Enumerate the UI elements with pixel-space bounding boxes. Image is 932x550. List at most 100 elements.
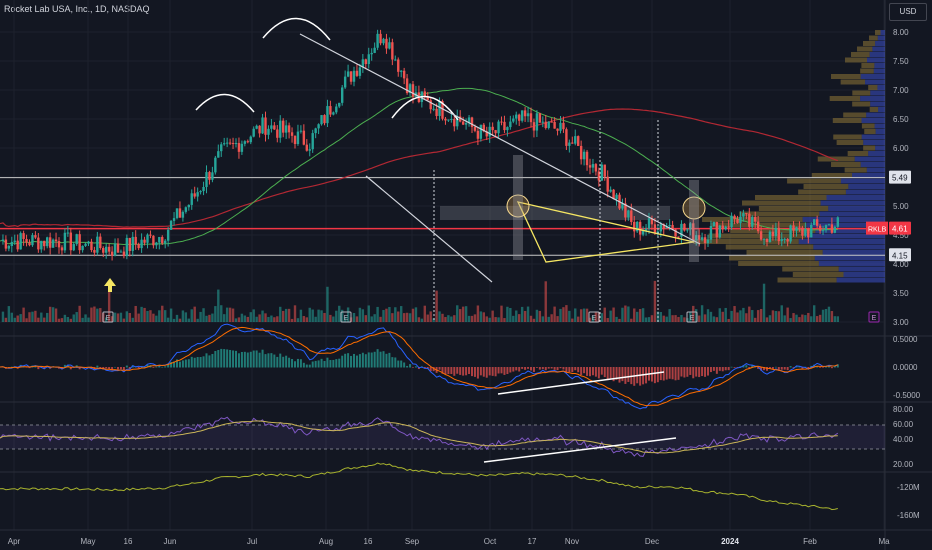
- candle-body: [63, 232, 67, 251]
- price-axis-label: 6.50: [893, 115, 909, 124]
- volume-bar: [4, 317, 8, 322]
- candle-body: [544, 121, 547, 128]
- macd-histogram-bar: [479, 367, 482, 376]
- candle-body: [346, 71, 350, 77]
- wedge-pattern: [516, 201, 695, 263]
- candle-body: [479, 124, 483, 139]
- volume-profile-bar: [861, 118, 885, 123]
- macd-histogram-bar: [358, 354, 361, 368]
- macd-histogram-bar: [532, 367, 535, 372]
- volume-bar: [771, 310, 775, 322]
- candle-body: [615, 194, 618, 200]
- candle-body: [43, 240, 46, 247]
- candle-body: [562, 122, 565, 130]
- volume-bar: [818, 314, 822, 322]
- volume-bar: [296, 318, 300, 322]
- volume-profile-bar: [861, 134, 885, 140]
- candle-body: [503, 121, 506, 131]
- volume-bar: [765, 317, 769, 322]
- volume-bar: [500, 305, 503, 322]
- candle-body: [727, 226, 730, 228]
- volume-profile-bar: [818, 261, 885, 266]
- candle-body: [255, 125, 258, 129]
- volume-profile-bar: [845, 189, 885, 195]
- volume-profile-bar: [782, 266, 839, 272]
- macd-histogram-bar: [122, 367, 125, 371]
- volume-bar: [402, 313, 406, 322]
- macd-histogram-bar: [701, 367, 704, 377]
- macd-histogram-bar: [462, 367, 465, 376]
- candle-body: [568, 142, 571, 146]
- macd-histogram-bar: [830, 367, 833, 369]
- rsi-axis-label: 40.00: [893, 435, 914, 444]
- volume-bar: [202, 308, 205, 322]
- volume-flow-axis-label: -160M: [897, 511, 920, 520]
- candle-body: [284, 125, 288, 133]
- macd-histogram-bar: [624, 367, 627, 384]
- candle-body: [382, 38, 385, 44]
- candle-body: [476, 130, 480, 139]
- macd-histogram-bar: [223, 349, 226, 368]
- volume-bar: [653, 280, 657, 322]
- candle-body: [467, 117, 471, 124]
- macd-histogram-bar: [822, 367, 825, 368]
- macd-histogram-bar: [642, 367, 645, 385]
- candle-body: [78, 234, 81, 251]
- macd-histogram-bar: [444, 367, 447, 375]
- macd-histogram-bar: [751, 365, 754, 368]
- candle-body: [335, 106, 338, 113]
- candle-body: [34, 235, 37, 238]
- volume-bar: [612, 307, 615, 322]
- macd-histogram-bar: [43, 367, 46, 369]
- macd-histogram-bar: [403, 362, 406, 368]
- volume-bar: [169, 308, 173, 322]
- volume-bar: [748, 306, 751, 322]
- volume-bar: [621, 307, 624, 322]
- volume-bar: [164, 310, 167, 322]
- volume-bar: [261, 310, 264, 322]
- candle-body: [609, 189, 612, 192]
- volume-bar: [187, 318, 190, 322]
- candle-body: [470, 117, 474, 127]
- candle-body: [69, 232, 72, 251]
- candle-body: [93, 250, 96, 253]
- candle-body: [594, 164, 598, 172]
- macd-histogram-bar: [556, 367, 559, 371]
- macd-histogram-bar: [394, 357, 397, 368]
- candle-body: [526, 113, 530, 117]
- candle-body: [57, 241, 61, 248]
- candle-body: [765, 238, 769, 242]
- candle-body: [497, 121, 500, 134]
- volume-bar: [211, 313, 214, 322]
- volume-bar: [591, 315, 595, 322]
- macd-histogram-bar: [117, 367, 119, 370]
- range-marker: [689, 180, 699, 262]
- candle-body: [541, 121, 544, 123]
- volume-bar: [352, 312, 356, 322]
- candle-body: [459, 116, 462, 122]
- macd-histogram-bar: [541, 367, 544, 370]
- currency-button[interactable]: USD: [889, 3, 927, 21]
- candle-body: [712, 222, 716, 227]
- volume-bar: [577, 316, 580, 322]
- volume-bar: [780, 305, 783, 322]
- candle-body: [184, 207, 188, 212]
- macd-histogram-bar: [677, 367, 680, 380]
- candle-body: [683, 223, 686, 231]
- macd-histogram-bar: [465, 367, 468, 376]
- candle-body: [72, 244, 75, 251]
- candle-body: [777, 227, 780, 242]
- volume-bar: [25, 318, 28, 322]
- candle-body: [249, 136, 252, 143]
- volume-bar: [565, 305, 568, 322]
- time-axis-label: Ma: [878, 537, 890, 546]
- volume-bar: [444, 317, 447, 322]
- candle-body: [199, 191, 202, 193]
- macd-histogram-bar: [184, 359, 187, 368]
- volume-bar: [627, 306, 630, 322]
- candle-body: [7, 245, 11, 249]
- volume-profile-bar: [805, 233, 885, 239]
- macd-histogram-bar: [282, 356, 285, 368]
- ma-200-line: [0, 108, 838, 228]
